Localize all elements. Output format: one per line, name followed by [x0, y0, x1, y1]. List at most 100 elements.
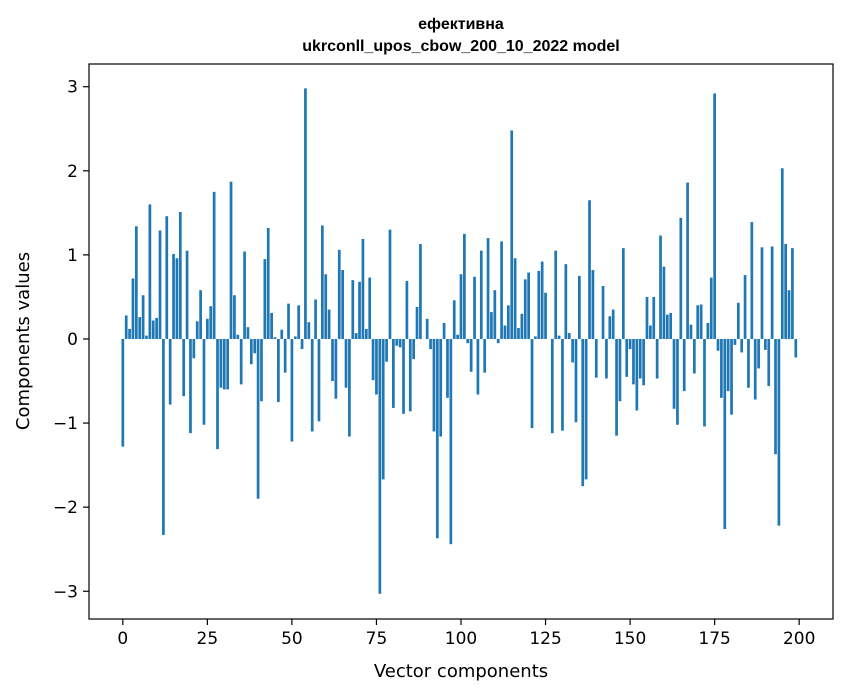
bar — [753, 338, 757, 400]
bar — [229, 181, 233, 339]
bar — [212, 191, 216, 339]
bar — [523, 279, 527, 339]
y-axis: −3 −2 −1 0 1 2 3 — [53, 78, 89, 602]
bar — [784, 243, 788, 339]
bar — [506, 305, 510, 339]
x-tick-label: 100 — [445, 629, 477, 649]
bar — [567, 333, 571, 339]
bar-series — [121, 88, 798, 594]
bar — [256, 338, 260, 499]
y-tick-label: 3 — [67, 78, 78, 98]
bar — [260, 338, 263, 402]
bar — [375, 338, 378, 395]
bar — [672, 338, 676, 409]
bar — [202, 338, 206, 425]
bar — [195, 321, 199, 339]
bar — [219, 338, 223, 388]
bar — [392, 338, 395, 408]
bar — [645, 296, 649, 339]
bar — [601, 286, 605, 339]
x-tick-label: 150 — [614, 629, 646, 649]
bar — [439, 338, 443, 437]
bar — [588, 200, 591, 339]
bar — [304, 88, 307, 339]
bar — [659, 235, 662, 339]
bar — [449, 338, 453, 545]
bar — [435, 338, 439, 539]
bar — [358, 281, 361, 339]
bar — [703, 338, 706, 427]
bar — [760, 247, 764, 339]
bar — [767, 338, 771, 387]
bar — [625, 338, 629, 377]
bar — [270, 312, 273, 339]
bar — [128, 328, 131, 339]
bar — [293, 336, 297, 339]
bar — [327, 309, 331, 339]
bar — [486, 238, 490, 339]
x-tick-label: 0 — [117, 629, 128, 649]
bar — [425, 318, 429, 339]
bar — [405, 280, 409, 339]
bar — [517, 328, 520, 339]
x-tick-label: 175 — [698, 629, 730, 649]
bar — [364, 328, 368, 339]
bar — [496, 338, 500, 344]
bar — [307, 322, 311, 339]
bar — [395, 338, 399, 346]
bar — [686, 182, 689, 339]
bar — [534, 336, 537, 339]
bar — [266, 227, 270, 339]
bar — [348, 338, 351, 437]
bar — [608, 316, 612, 339]
bar — [253, 338, 257, 354]
bar — [490, 312, 493, 339]
bar — [277, 338, 280, 403]
y-tick-label: 2 — [67, 162, 78, 182]
bar — [794, 338, 798, 358]
bar — [726, 338, 730, 392]
bar — [696, 305, 700, 339]
bar — [530, 338, 534, 429]
bar — [446, 338, 449, 398]
bar — [740, 338, 744, 353]
bar — [162, 338, 165, 535]
bar — [510, 130, 514, 339]
bar — [429, 338, 432, 350]
x-axis-label: Vector components — [374, 661, 548, 682]
bar — [682, 338, 686, 392]
bar — [280, 329, 284, 339]
bar — [385, 338, 388, 362]
bar — [344, 338, 348, 388]
bar — [594, 338, 598, 378]
bar — [432, 338, 436, 432]
bar — [780, 168, 784, 339]
bar — [655, 338, 659, 379]
bar — [550, 338, 554, 434]
bar — [341, 270, 344, 339]
bar — [483, 338, 487, 373]
bar — [310, 338, 314, 432]
bar — [679, 217, 683, 339]
bar — [750, 222, 754, 339]
bar — [273, 337, 277, 339]
bar — [652, 296, 656, 339]
bar — [178, 212, 182, 339]
bar — [233, 295, 236, 339]
bar — [537, 270, 541, 339]
y-tick-label: −3 — [53, 582, 78, 602]
bar — [314, 299, 317, 339]
bar — [584, 338, 588, 480]
bar — [699, 304, 703, 339]
bar — [628, 338, 632, 350]
bar — [283, 338, 287, 373]
bar — [320, 225, 324, 339]
bar — [736, 302, 740, 339]
bar — [716, 338, 720, 351]
bar — [733, 338, 737, 345]
bar — [787, 290, 791, 339]
bar — [249, 338, 253, 365]
bar — [236, 334, 240, 339]
bar — [777, 338, 781, 526]
bar — [665, 314, 669, 339]
